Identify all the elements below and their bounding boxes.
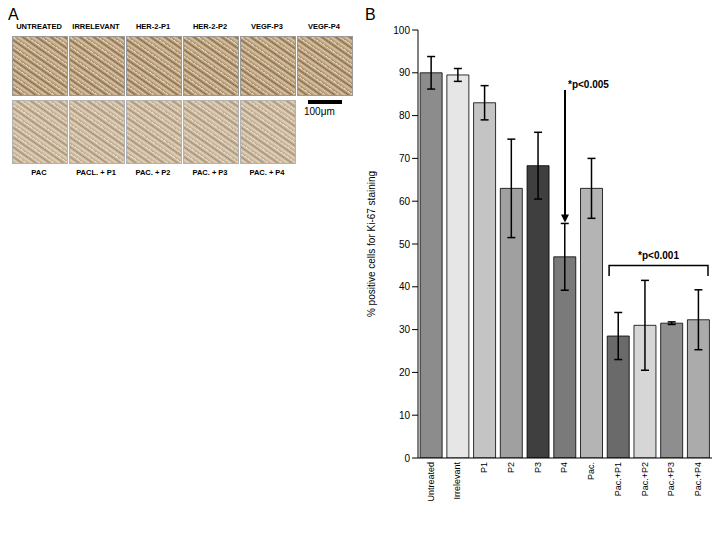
svg-text:30: 30 (399, 324, 411, 335)
html-text:UNTREATED: UNTREATED (16, 22, 62, 31)
html-text:A: A (8, 6, 19, 23)
svg-text:P3: P3 (533, 462, 543, 473)
svg-text:Pac.+P4: Pac.+P4 (693, 462, 703, 496)
html-text:VEGF-P4: VEGF-P4 (308, 22, 340, 31)
svg-text:*p<0.005: *p<0.005 (568, 79, 609, 90)
html-text:PAC. + P3: PAC. + P3 (192, 168, 228, 177)
svg-text:P4: P4 (559, 462, 569, 473)
svg-text:80: 80 (399, 110, 411, 121)
html-text:VEGF-P3: VEGF-P3 (251, 22, 283, 31)
svg-text:100: 100 (393, 25, 410, 36)
svg-text:10: 10 (399, 410, 411, 421)
svg-text:Irrelevant: Irrelevant (452, 462, 462, 500)
html-text:PAC. + P2: PAC. + P2 (135, 168, 171, 177)
html-text:PAC: PAC (31, 168, 47, 177)
svg-text:70: 70 (399, 153, 411, 164)
html-text:B: B (365, 6, 376, 23)
html-text:HER-2-P1: HER-2-P1 (135, 22, 171, 31)
html-text:HER-2-P2: HER-2-P2 (192, 22, 228, 31)
svg-text:% positive cells for Ki-67 sta: % positive cells for Ki-67 staining (366, 171, 377, 317)
html-text:PACL. + P1: PACL. + P1 (76, 168, 116, 177)
svg-text:Pac.: Pac. (586, 462, 596, 480)
svg-text:Pac.+P2: Pac.+P2 (640, 462, 650, 496)
html-text:IRRELEVANT: IRRELEVANT (72, 22, 120, 31)
svg-text:P2: P2 (506, 462, 516, 473)
svg-text:0: 0 (404, 453, 410, 464)
svg-text:60: 60 (399, 196, 411, 207)
svg-text:90: 90 (399, 67, 411, 78)
svg-text:*p<0.001: *p<0.001 (638, 250, 679, 261)
svg-text:Pac.+P3: Pac.+P3 (666, 462, 676, 496)
svg-text:20: 20 (399, 367, 411, 378)
svg-text:P1: P1 (479, 462, 489, 473)
svg-text:50: 50 (399, 239, 411, 250)
svg-text:40: 40 (399, 281, 411, 292)
svg-text:Untreated: Untreated (426, 462, 436, 502)
html-text:100μm: 100μm (304, 106, 335, 117)
svg-text:Pac.+P1: Pac.+P1 (613, 462, 623, 496)
html-text:PAC. + P4: PAC. + P4 (249, 168, 285, 177)
